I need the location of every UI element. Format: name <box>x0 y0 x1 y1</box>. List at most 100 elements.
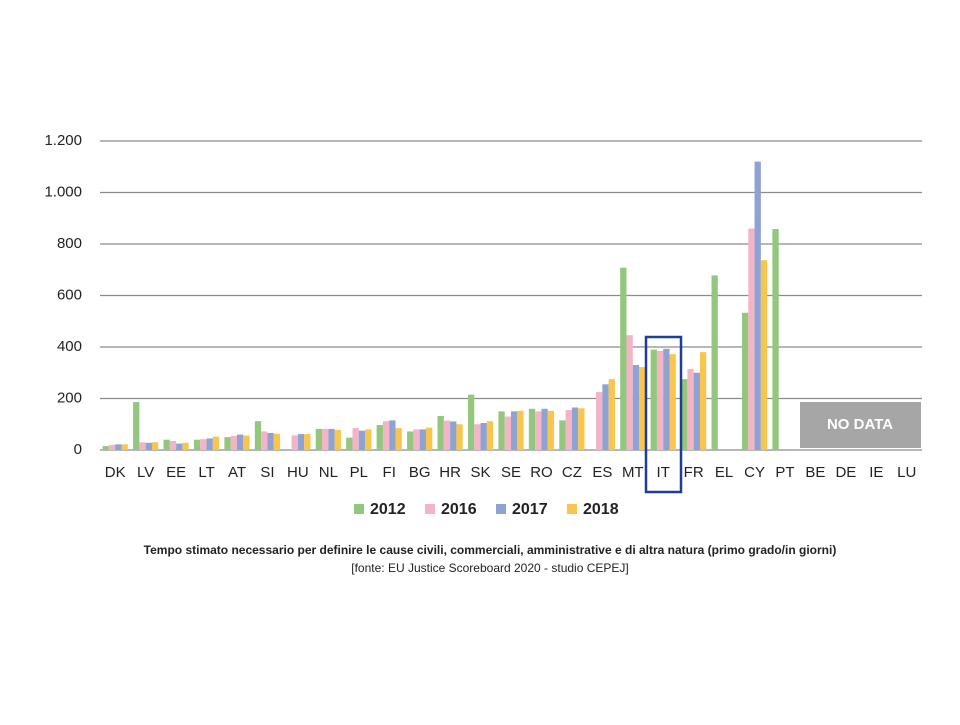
x-tick-label: SI <box>260 464 274 481</box>
legend-swatch <box>496 504 506 514</box>
bar <box>650 349 657 450</box>
legend-swatch <box>425 504 435 514</box>
bar <box>632 365 640 450</box>
x-tick-label: FI <box>383 464 396 481</box>
bar <box>608 379 615 450</box>
bar <box>528 408 536 450</box>
bar <box>315 428 323 450</box>
bar <box>437 416 444 450</box>
bar <box>224 437 231 450</box>
x-tick-label: CZ <box>562 464 582 481</box>
bar <box>517 410 524 450</box>
bar <box>297 434 305 450</box>
bar <box>273 433 281 450</box>
y-tick-label: 1.000 <box>44 183 82 200</box>
bar <box>711 275 718 450</box>
bar <box>596 392 603 450</box>
bar <box>413 429 420 450</box>
no-data-label: NO DATA <box>827 416 893 433</box>
bar <box>395 428 402 450</box>
bar <box>121 444 128 450</box>
bar <box>139 442 146 450</box>
bar <box>571 407 579 450</box>
bar <box>754 161 761 450</box>
bar <box>169 440 177 450</box>
bar <box>669 354 676 450</box>
bar <box>352 428 359 450</box>
bar <box>115 444 122 450</box>
bar <box>108 444 116 450</box>
bar <box>760 260 768 450</box>
bar <box>243 435 250 450</box>
bar <box>626 335 633 450</box>
bar <box>620 267 627 450</box>
bar <box>480 422 487 450</box>
x-tick-label: MT <box>622 464 644 481</box>
y-tick-label: 0 <box>74 441 82 458</box>
bar <box>382 421 390 450</box>
bar <box>687 368 694 450</box>
bar <box>602 384 609 450</box>
bar <box>365 429 372 450</box>
bar <box>565 410 572 450</box>
bar <box>182 442 189 450</box>
bar <box>376 425 383 450</box>
no-data-box <box>800 402 921 448</box>
bar <box>748 228 755 450</box>
bar <box>151 442 159 450</box>
bar <box>578 408 585 450</box>
bar <box>443 420 451 450</box>
x-tick-label: SK <box>471 464 491 481</box>
x-tick-label: ES <box>592 464 612 481</box>
x-tick-label: RO <box>530 464 553 481</box>
bar <box>535 411 542 450</box>
bar <box>328 428 335 450</box>
bar <box>559 420 566 450</box>
x-tick-label: BG <box>409 464 431 481</box>
bar <box>693 372 700 450</box>
bar <box>425 427 433 450</box>
y-tick-label: 800 <box>57 235 82 252</box>
bar <box>267 433 274 450</box>
bar <box>541 408 548 450</box>
bar <box>656 350 664 450</box>
bar <box>486 421 494 450</box>
bar <box>498 411 505 450</box>
bar <box>291 435 298 450</box>
x-tick-label: LV <box>137 464 154 481</box>
bar <box>206 438 213 450</box>
bar <box>511 411 518 450</box>
caption: Tempo stimato necessario per definire le… <box>144 543 837 557</box>
bar <box>358 430 366 450</box>
x-tick-label: AT <box>228 464 246 481</box>
bar <box>663 348 670 450</box>
x-tick-label: DK <box>105 464 126 481</box>
x-tick-label: CY <box>744 464 765 481</box>
bar <box>145 442 152 450</box>
x-tick-label: HR <box>439 464 461 481</box>
bar <box>467 394 475 450</box>
legend-label: 2012 <box>370 501 406 518</box>
bar <box>474 424 481 450</box>
bar <box>254 421 262 450</box>
x-tick-label: LT <box>198 464 214 481</box>
highlight-box <box>644 335 683 494</box>
y-tick-label: 1.200 <box>44 132 82 149</box>
bar <box>389 420 396 450</box>
x-tick-label: DE <box>835 464 856 481</box>
bar <box>334 429 341 450</box>
x-tick-label: SE <box>501 464 521 481</box>
bar <box>504 416 511 450</box>
bar <box>346 437 353 450</box>
bar <box>741 312 749 450</box>
bar <box>304 434 311 450</box>
bar <box>639 367 646 450</box>
bar <box>176 443 183 450</box>
x-tick-label: HU <box>287 464 309 481</box>
bar <box>212 436 220 450</box>
x-tick-label: BE <box>805 464 825 481</box>
bar <box>456 424 463 450</box>
source: [fonte: EU Justice Scoreboard 2020 - stu… <box>351 561 628 575</box>
bar <box>230 435 237 450</box>
